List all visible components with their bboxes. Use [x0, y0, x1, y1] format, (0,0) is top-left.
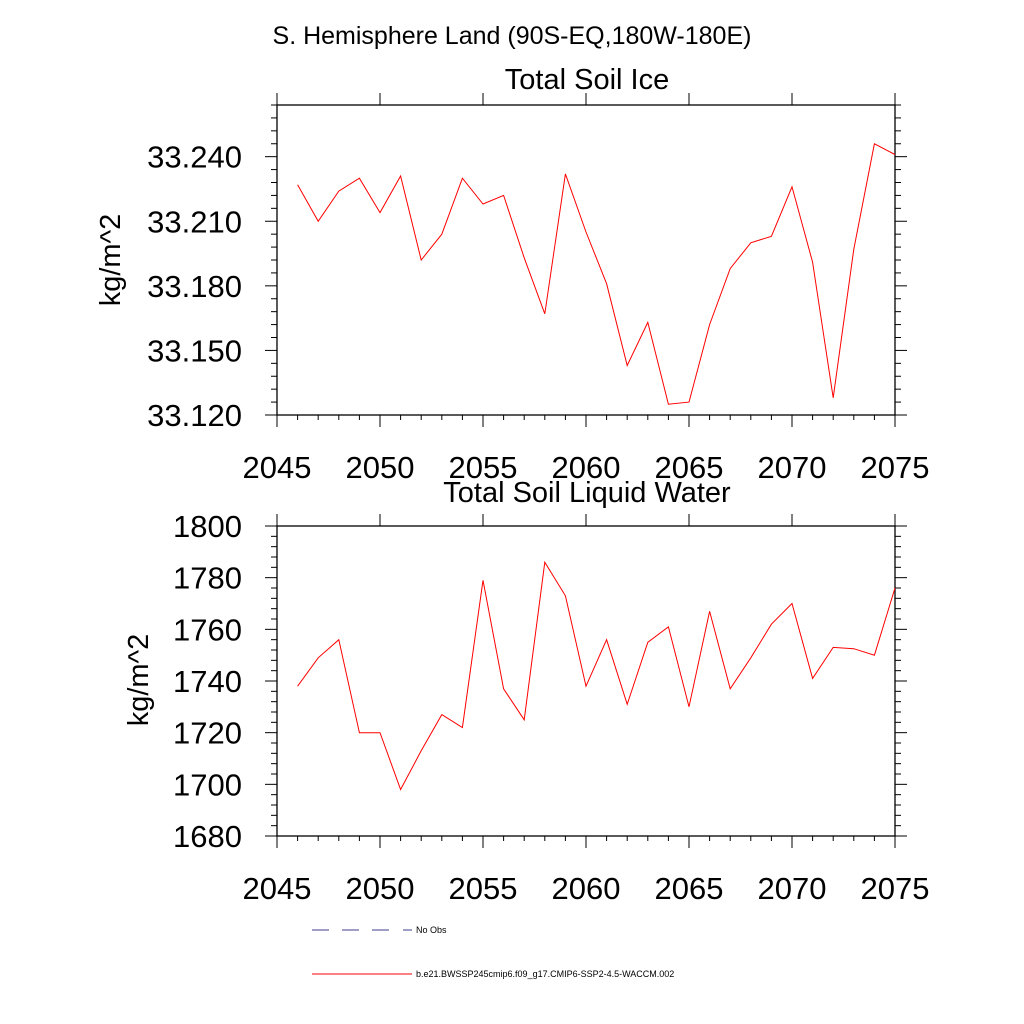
legend: No Obs b.e21.BWSSP245cmip6.f09_g17.CMIP6… — [312, 925, 674, 979]
x-tick-label: 2075 — [861, 450, 930, 485]
series-line — [297, 560, 896, 791]
x-tick-labels: 2045 2050 2055 2060 2065 2070 2075 — [243, 871, 930, 906]
y-tick-label: 1700 — [173, 767, 242, 802]
y-tick-label: 33.120 — [147, 398, 242, 433]
axis-ticks — [265, 93, 907, 427]
legend-label: No Obs — [416, 925, 447, 935]
y-tick-label: 1780 — [173, 561, 242, 596]
x-tick-label: 2050 — [346, 871, 415, 906]
y-tick-labels: 1680 1700 1720 1740 1760 1780 1800 — [173, 509, 242, 854]
x-tick-label: 2075 — [861, 871, 930, 906]
y-axis-label: kg/m^2 — [123, 634, 155, 727]
x-tick-label: 2065 — [655, 871, 724, 906]
plot-frame — [276, 525, 896, 837]
series-lines — [297, 143, 896, 405]
axis-ticks — [265, 514, 907, 848]
chart-title: Total Soil Liquid Water — [443, 477, 731, 509]
x-tick-label: 2060 — [552, 450, 621, 485]
x-tick-label: 2065 — [655, 450, 724, 485]
legend-item-no-obs: No Obs — [312, 925, 447, 935]
y-tick-label: 33.180 — [147, 269, 242, 304]
x-tick-labels: 2045 2050 2055 2060 2065 2070 2075 — [243, 450, 930, 485]
legend-item-model: b.e21.BWSSP245cmip6.f09_g17.CMIP6-SSP2-4… — [312, 969, 674, 979]
y-tick-label: 33.150 — [147, 333, 242, 368]
x-tick-label: 2055 — [449, 871, 518, 906]
y-tick-label: 1800 — [173, 509, 242, 544]
legend-label: b.e21.BWSSP245cmip6.f09_g17.CMIP6-SSP2-4… — [416, 969, 674, 979]
plot-frame — [276, 104, 896, 416]
x-tick-label: 2050 — [346, 450, 415, 485]
y-tick-label: 1760 — [173, 612, 242, 647]
x-tick-label: 2045 — [243, 871, 312, 906]
panel-total-soil-ice: Total Soil Ice kg/m^2 2045 2050 2055 2060 20… — [95, 64, 929, 485]
chart-title: Total Soil Ice — [505, 64, 669, 96]
y-tick-label: 1720 — [173, 716, 242, 751]
y-axis-label: kg/m^2 — [95, 214, 127, 307]
y-tick-labels: 33.120 33.150 33.180 33.210 33.240 — [147, 140, 242, 433]
x-tick-label: 2070 — [758, 450, 827, 485]
x-tick-label: 2070 — [758, 871, 827, 906]
y-tick-label: 1740 — [173, 664, 242, 699]
x-tick-label: 2045 — [243, 450, 312, 485]
x-tick-label: 2060 — [552, 871, 621, 906]
panel-total-soil-liquid-water: Total Soil Liquid Water kg/m^2 2045 2050 2… — [123, 477, 929, 906]
series-line — [297, 143, 896, 405]
y-tick-label: 33.240 — [147, 140, 242, 175]
figure-suptitle: S. Hemisphere Land (90S-EQ,180W-180E) — [273, 22, 752, 50]
y-tick-label: 1680 — [173, 819, 242, 854]
series-lines — [297, 560, 896, 791]
y-tick-label: 33.210 — [147, 204, 242, 239]
x-tick-label: 2055 — [449, 450, 518, 485]
